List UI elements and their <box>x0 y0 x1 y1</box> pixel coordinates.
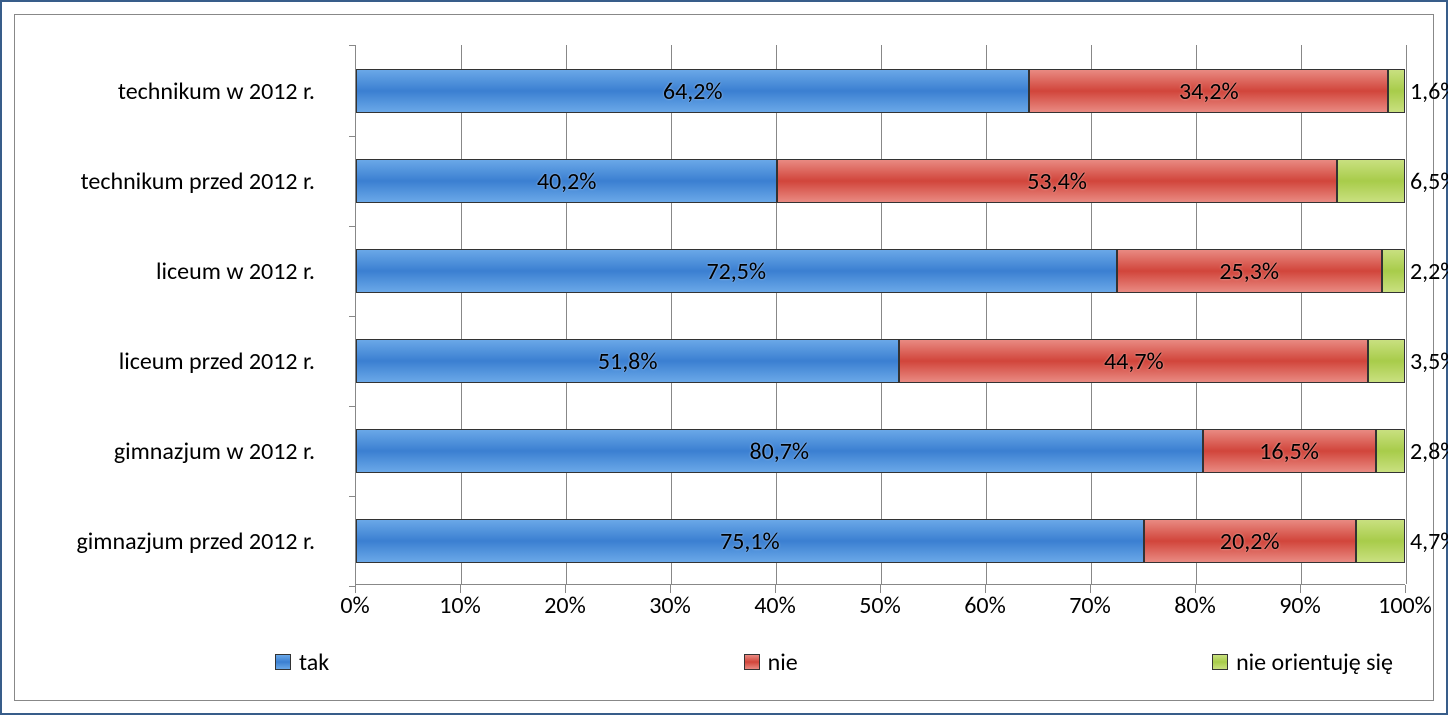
bar-segment-nieor: 3,5% <box>1368 339 1405 383</box>
bar-row: 72,5% 25,3% 2,2% <box>356 249 1405 293</box>
x-tick-label: 40% <box>754 591 795 620</box>
bar-value-label: 3,5% <box>1410 347 1448 376</box>
x-tick-label: 70% <box>1069 591 1110 620</box>
gridline <box>986 45 987 584</box>
bar-segment-nieor: 6,5% <box>1337 159 1405 203</box>
gridline <box>566 45 567 584</box>
legend-swatch-nieor <box>1212 654 1228 670</box>
gridline <box>1301 45 1302 584</box>
y-tick-mark <box>349 45 355 46</box>
bar-segment-tak: 51,8% <box>356 339 899 383</box>
x-tick-label: 90% <box>1279 591 1320 620</box>
x-tick-label: 80% <box>1174 591 1215 620</box>
bar-value-label: 2,2% <box>1410 257 1448 286</box>
bar-row: 75,1% 20,2% 4,7% <box>356 519 1405 563</box>
bar-segment-tak: 72,5% <box>356 249 1117 293</box>
legend-label-nieor: nie orientuję się <box>1236 648 1393 677</box>
bar-value-label: 53,4% <box>1027 167 1087 196</box>
bar-value-label: 6,5% <box>1410 167 1448 196</box>
gridline <box>1091 45 1092 584</box>
category-label: technikum przed 2012 r. <box>0 159 315 203</box>
bar-segment-nieor: 2,8% <box>1376 429 1405 473</box>
bar-segment-tak: 75,1% <box>356 519 1144 563</box>
legend-swatch-tak <box>275 654 291 670</box>
bar-segment-nie: 34,2% <box>1029 69 1388 113</box>
bar-value-label: 75,1% <box>720 527 780 556</box>
bar-segment-nie: 44,7% <box>899 339 1368 383</box>
bar-segment-tak: 40,2% <box>356 159 777 203</box>
bar-value-label: 34,2% <box>1179 77 1239 106</box>
bar-value-label: 51,8% <box>598 347 658 376</box>
legend-item-nieor: nie orientuję się <box>1212 648 1393 677</box>
legend-label-tak: tak <box>299 648 329 677</box>
bar-value-label: 80,7% <box>749 437 809 466</box>
gridline <box>671 45 672 584</box>
category-label: gimnazjum przed 2012 r. <box>0 519 315 563</box>
y-tick-mark <box>349 136 355 137</box>
bar-value-label: 4,7% <box>1410 527 1448 556</box>
x-tick-label: 100% <box>1378 591 1432 620</box>
gridline <box>776 45 777 584</box>
bar-value-label: 64,2% <box>663 77 723 106</box>
legend-item-nie: nie <box>744 648 798 677</box>
legend-label-nie: nie <box>768 648 798 677</box>
bar-segment-tak: 80,7% <box>356 429 1203 473</box>
category-label: technikum w 2012 r. <box>0 69 315 113</box>
bar-value-label: 2,8% <box>1410 437 1448 466</box>
bar-value-label: 40,2% <box>537 167 597 196</box>
plot-area: 64,2% 34,2% 1,6% 40,2% 53,4% 6,5% 72,5% 25,3% 2,… <box>355 45 1405 585</box>
legend-swatch-nie <box>744 654 760 670</box>
bar-value-label: 25,3% <box>1219 257 1279 286</box>
x-tick-label: 20% <box>544 591 585 620</box>
bar-segment-nie: 20,2% <box>1144 519 1356 563</box>
bar-segment-nie: 16,5% <box>1203 429 1376 473</box>
legend: tak nie nie orientuję się <box>275 642 1393 682</box>
category-label: gimnazjum w 2012 r. <box>0 429 315 473</box>
bar-segment-nie: 53,4% <box>777 159 1337 203</box>
bar-segment-nieor: 1,6% <box>1388 69 1405 113</box>
category-label: liceum w 2012 r. <box>0 249 315 293</box>
y-tick-mark <box>349 406 355 407</box>
bar-row: 64,2% 34,2% 1,6% <box>356 69 1405 113</box>
y-tick-mark <box>349 226 355 227</box>
y-tick-mark <box>349 316 355 317</box>
legend-item-tak: tak <box>275 648 329 677</box>
x-tick-label: 60% <box>964 591 1005 620</box>
bar-value-label: 44,7% <box>1104 347 1164 376</box>
bar-value-label: 16,5% <box>1259 437 1319 466</box>
x-tick-label: 10% <box>439 591 480 620</box>
bar-segment-nieor: 4,7% <box>1356 519 1405 563</box>
bar-row: 80,7% 16,5% 2,8% <box>356 429 1405 473</box>
y-tick-mark <box>349 586 355 587</box>
bar-row: 40,2% 53,4% 6,5% <box>356 159 1405 203</box>
gridline <box>1406 45 1407 584</box>
bar-value-label: 72,5% <box>706 257 766 286</box>
x-tick-label: 0% <box>340 591 369 620</box>
bar-segment-nieor: 2,2% <box>1382 249 1405 293</box>
category-label: liceum przed 2012 r. <box>0 339 315 383</box>
bar-row: 51,8% 44,7% 3,5% <box>356 339 1405 383</box>
chart-inner-frame: 64,2% 34,2% 1,6% 40,2% 53,4% 6,5% 72,5% 25,3% 2,… <box>14 14 1434 701</box>
y-tick-mark <box>349 496 355 497</box>
bar-value-label: 20,2% <box>1220 527 1280 556</box>
chart-outer-frame: 64,2% 34,2% 1,6% 40,2% 53,4% 6,5% 72,5% 25,3% 2,… <box>0 0 1448 715</box>
bar-segment-nie: 25,3% <box>1117 249 1382 293</box>
x-tick-label: 30% <box>649 591 690 620</box>
bar-segment-tak: 64,2% <box>356 69 1029 113</box>
x-tick-label: 50% <box>859 591 900 620</box>
gridline <box>461 45 462 584</box>
gridline <box>1196 45 1197 584</box>
gridline <box>881 45 882 584</box>
bar-value-label: 1,6% <box>1410 77 1448 106</box>
